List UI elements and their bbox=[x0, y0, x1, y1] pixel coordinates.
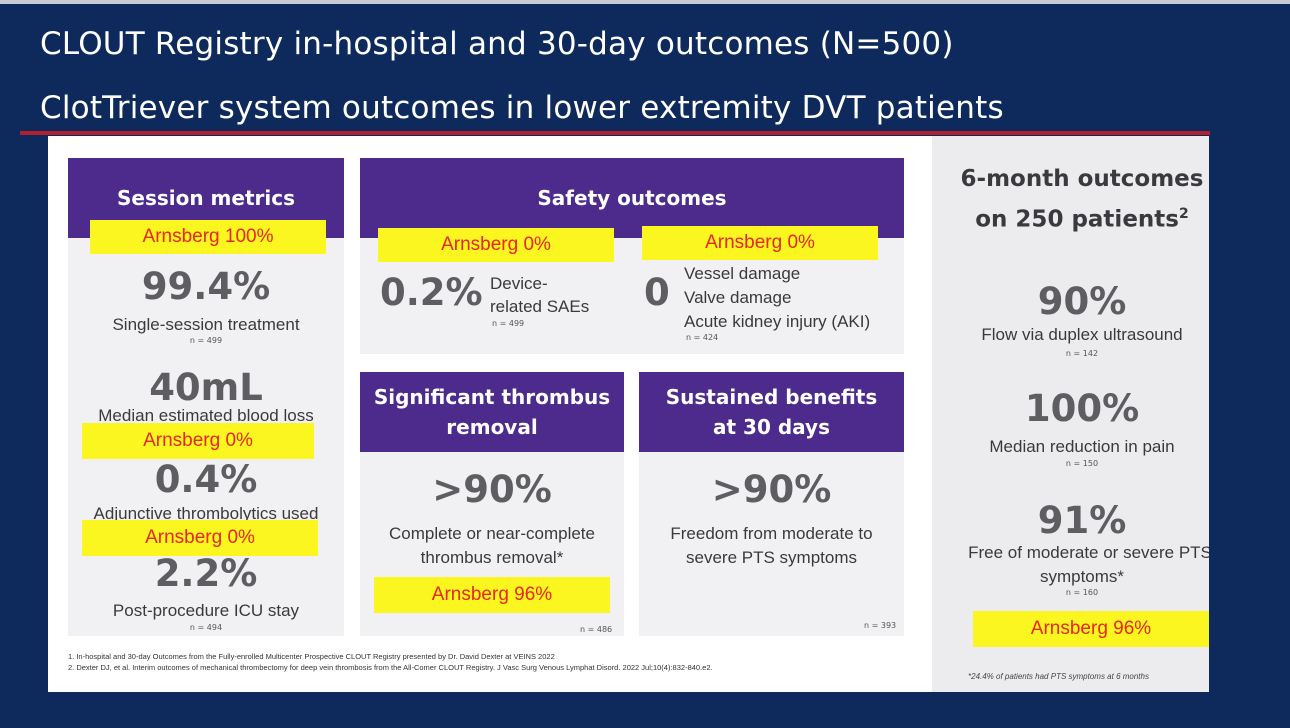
pain-reduction-label: Median reduction in pain bbox=[989, 437, 1175, 456]
slide-title: CLOUT Registry in-hospital and 30-day ou… bbox=[40, 26, 954, 62]
icu-stay-n: n = 494 bbox=[189, 623, 223, 632]
pts-free-n: n = 160 bbox=[1065, 588, 1099, 597]
slide-subtitle: ClotTriever system outcomes in lower ext… bbox=[40, 90, 1004, 126]
sustained-header-line2: at 30 days bbox=[713, 415, 830, 439]
six-month-header-line2: on 250 patients2 bbox=[932, 197, 1209, 238]
single-session-label: Single-session treatment bbox=[112, 315, 300, 334]
footnote-1: 1. In-hospital and 30-day Outcomes from … bbox=[68, 652, 555, 661]
six-month-header-text: on 250 patients bbox=[975, 206, 1179, 233]
vessel-damage-n: n = 424 bbox=[686, 333, 719, 342]
sustained-benefits-label-line2: severe PTS symptoms bbox=[686, 548, 857, 567]
device-sae-value: 0.2% bbox=[380, 271, 483, 314]
blood-loss-value: 40mL bbox=[149, 366, 263, 409]
thrombus-removal-n: n = 486 bbox=[580, 625, 613, 634]
six-month-note: *24.4% of patients had PTS symptoms at 6… bbox=[968, 672, 1149, 681]
thrombus-removal-label-line2: thrombus removal* bbox=[420, 548, 564, 567]
session-highlight-1: Arnsberg 100% bbox=[90, 220, 326, 254]
session-highlight-2: Arnsberg 0% bbox=[82, 423, 314, 459]
pts-free-label-line1: Free of moderate or severe PTS bbox=[968, 543, 1209, 562]
blood-loss-label: Median estimated blood loss bbox=[98, 406, 314, 425]
title-divider bbox=[20, 131, 1210, 135]
single-session-value: 99.4% bbox=[141, 265, 271, 308]
thrombus-highlight: Arnsberg 96% bbox=[374, 577, 610, 613]
safety-highlight-left: Arnsberg 0% bbox=[378, 228, 614, 262]
pain-reduction-n: n = 150 bbox=[1065, 459, 1099, 468]
thrombus-header-line2: removal bbox=[446, 415, 538, 439]
six-month-highlight: Arnsberg 96% bbox=[973, 611, 1209, 647]
pts-free-value: 91% bbox=[1037, 499, 1127, 542]
thrombus-removal-value: >90% bbox=[432, 468, 552, 511]
device-sae-label-line2: related SAEs bbox=[490, 297, 590, 316]
icu-stay-value: 2.2% bbox=[154, 552, 258, 595]
top-border bbox=[0, 0, 1290, 4]
vessel-damage-label: Vessel damage bbox=[684, 264, 801, 283]
safety-outcomes-header: Safety outcomes bbox=[360, 158, 904, 238]
thrombolytics-value: 0.4% bbox=[154, 458, 258, 501]
vessel-damage-value: 0 bbox=[644, 271, 670, 314]
valve-damage-label: Valve damage bbox=[684, 288, 792, 307]
pain-reduction-value: 100% bbox=[1024, 387, 1140, 430]
six-month-header: 6-month outcomes on 250 patients2 bbox=[932, 162, 1209, 238]
device-sae-label-line1: Device- bbox=[490, 274, 548, 293]
thrombus-header-line1: Significant thrombus bbox=[373, 385, 611, 409]
duplex-flow-label: Flow via duplex ultrasound bbox=[981, 325, 1183, 344]
sustained-benefits-label-line1: Freedom from moderate to bbox=[670, 524, 873, 543]
thrombus-removal-header: Significant thrombus removal bbox=[360, 372, 624, 452]
sustained-benefits-header: Sustained benefits at 30 days bbox=[639, 372, 904, 452]
duplex-flow-n: n = 142 bbox=[1065, 349, 1099, 358]
sustained-header-line1: Sustained benefits bbox=[665, 385, 878, 409]
single-session-n: n = 499 bbox=[189, 336, 223, 345]
safety-highlight-right: Arnsberg 0% bbox=[642, 226, 878, 260]
duplex-flow-value: 90% bbox=[1037, 280, 1127, 323]
session-highlight-3: Arnsberg 0% bbox=[82, 520, 318, 556]
pts-free-label-line2: symptoms* bbox=[1039, 567, 1125, 586]
thrombolytics-label: Adjunctive thrombolytics used bbox=[93, 504, 319, 523]
six-month-outcomes-panel: 6-month outcomes on 250 patients2 90% Fl… bbox=[932, 136, 1209, 692]
footnote-2: 2. Dexter DJ, et al. Interim outcomes of… bbox=[68, 663, 713, 672]
slide-content: Session metrics Arnsberg 100% 99.4% Sing… bbox=[48, 136, 1209, 692]
thrombus-removal-label-line1: Complete or near-complete bbox=[389, 524, 595, 543]
sustained-benefits-n: n = 393 bbox=[864, 621, 897, 630]
six-month-header-footnote-ref: 2 bbox=[1178, 206, 1189, 222]
device-sae-n: n = 499 bbox=[492, 319, 525, 328]
six-month-header-line1: 6-month outcomes bbox=[960, 166, 1204, 192]
sustained-benefits-value: >90% bbox=[711, 468, 832, 511]
icu-stay-label: Post-procedure ICU stay bbox=[112, 601, 300, 620]
aki-label: Acute kidney injury (AKI) bbox=[684, 312, 871, 331]
